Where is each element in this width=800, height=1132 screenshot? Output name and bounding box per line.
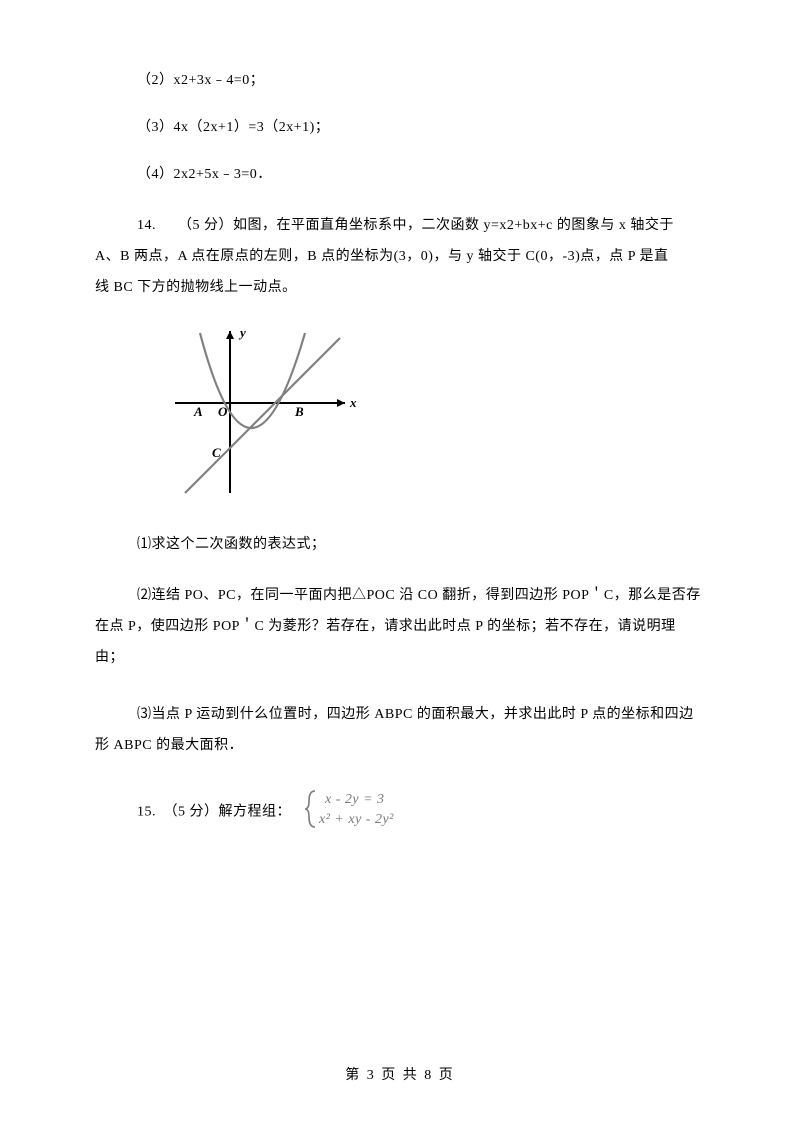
q14-p3-b: 形 ABPC 的最大面积． (95, 731, 705, 762)
svg-text:C: C (212, 445, 221, 460)
svg-text:B: B (294, 404, 304, 419)
q14-p3: ⑶当点 P 运动到什么位置时，四边形 ABPC 的面积最大，并求出此时 P 点的… (95, 700, 705, 762)
q15-line: 15. （5 分）解方程组： x - 2y = 3 x² + xy - 2y² (137, 787, 705, 838)
q14-p2-b: 在点 P，使四边形 POP＇C 为菱形？若存在，请求出此时点 P 的坐标；若不存… (95, 612, 705, 643)
svg-text:x: x (349, 395, 357, 410)
svg-text:O: O (218, 404, 228, 419)
q15-lead: 15. （5 分）解方程组： (137, 805, 291, 820)
page-footer: 第 3 页 共 8 页 (0, 1064, 800, 1084)
svg-text:x - 2y = 3: x - 2y = 3 (324, 792, 385, 807)
q13-item4: （4）2x2+5x﹣3=0． (137, 164, 705, 185)
q14-lead-b: A、B 两点，A 点在原点的左则，B 点的坐标为(3，0)，与 y 轴交于 C(… (95, 242, 705, 273)
q14-figure: y x AO B C (170, 323, 705, 508)
q14-p2: ⑵连结 PO、PC，在同一平面内把△POC 沿 CO 翻折，得到四边形 POP＇… (95, 581, 705, 673)
q14-lead-c: 线 BC 下方的抛物线上一动点。 (95, 273, 705, 304)
q14-p2-a: ⑵连结 PO、PC，在同一平面内把△POC 沿 CO 翻折，得到四边形 POP＇… (95, 581, 705, 612)
q15-equation: x - 2y = 3 x² + xy - 2y² (301, 787, 431, 838)
svg-text:x² + xy - 2y²: x² + xy - 2y² (318, 812, 394, 827)
parabola-diagram: y x AO B C (170, 323, 360, 503)
q13-item3: （3）4x（2x+1）=3（2x+1)； (137, 117, 705, 138)
q14-lead: 14. （5 分）如图，在平面直角坐标系中，二次函数 y=x2+bx+c 的图象… (95, 211, 705, 303)
q14-lead-a: 14. （5 分）如图，在平面直角坐标系中，二次函数 y=x2+bx+c 的图象… (95, 211, 705, 242)
svg-text:y: y (238, 325, 246, 340)
q14-p2-c: 由； (95, 643, 705, 674)
svg-text:A: A (193, 404, 203, 419)
q14-p1: ⑴求这个二次函数的表达式； (137, 534, 705, 555)
q14-p3-a: ⑶当点 P 运动到什么位置时，四边形 ABPC 的面积最大，并求出此时 P 点的… (95, 700, 705, 731)
q13-item2: （2）x2+3x﹣4=0； (137, 70, 705, 91)
